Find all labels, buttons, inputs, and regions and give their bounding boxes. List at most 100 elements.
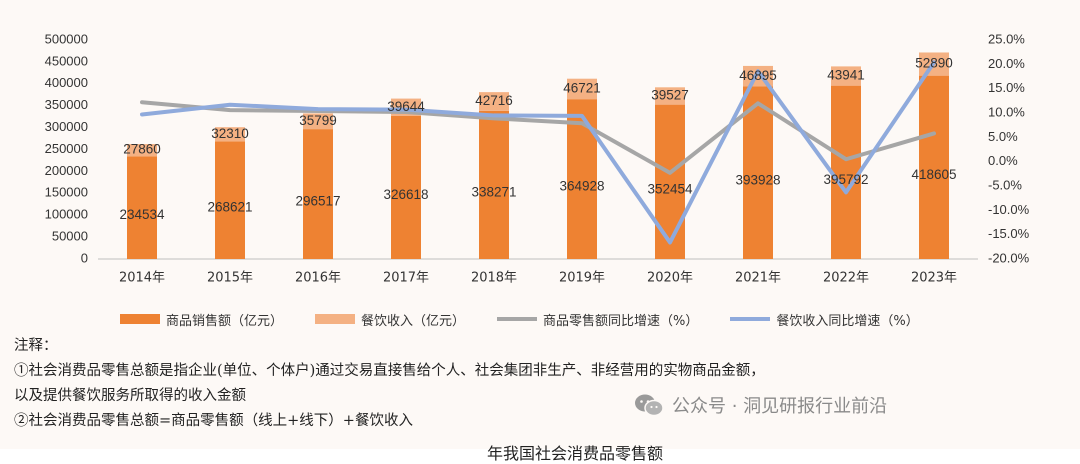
legend-item-goods-growth: 商品零售额同比增速（%） <box>497 310 698 329</box>
data-label-goods-sales: 338271 <box>471 184 516 199</box>
left-tick-label: 350000 <box>45 97 88 112</box>
left-tick-label: 150000 <box>45 185 88 200</box>
legend-label: 商品零售额同比增速（%） <box>543 313 699 329</box>
data-label-catering-income: 32310 <box>211 126 249 141</box>
x-tick-label: 2022年 <box>823 271 869 286</box>
right-tick-label: -10.0% <box>988 202 1030 217</box>
watermark-text: 公众号 · 洞见研报行业前沿 <box>672 396 888 417</box>
x-tick-label: 2020年 <box>647 271 693 286</box>
left-tick-label: 200000 <box>45 163 88 178</box>
bar-goods-sales <box>215 141 245 259</box>
right-tick-label: 5.0% <box>988 129 1018 144</box>
data-label-goods-sales: 352454 <box>647 181 693 196</box>
notes-line-3: ②社会消费品零售总额=商品零售额（线上+线下）+餐饮收入 <box>14 413 413 429</box>
bars <box>127 52 949 260</box>
right-axis: -20.0% -15.0% -10.0% -5.0% 0.0% 5.0% 10.0% 15.0… <box>988 31 1030 265</box>
data-labels: 234534 27860 268621 32310 296517 35799 326618 3… <box>119 56 956 223</box>
x-tick-label: 2021年 <box>735 271 781 286</box>
figure-caption: 年我国社会消费品零售额 <box>487 444 664 463</box>
bar-catering-income <box>479 92 509 111</box>
right-tick-label: 0.0% <box>988 153 1018 168</box>
watermark: 公众号 · 洞见研报行业前沿 <box>634 392 887 418</box>
legend-line <box>497 317 538 321</box>
x-axis: 2014年 2015年 2016年 2017年 2018年 2019年 2020年 2021年… <box>119 271 957 286</box>
bar-goods-sales <box>743 86 773 259</box>
x-tick-label: 2014年 <box>119 271 165 286</box>
line-goods-growth <box>140 100 936 175</box>
data-label-catering-income: 43941 <box>827 68 865 83</box>
bar-goods-sales <box>567 99 597 260</box>
x-tick-label: 2015年 <box>207 271 253 286</box>
right-tick-label: 20.0% <box>988 56 1025 71</box>
wechat-icon <box>635 394 664 417</box>
left-tick-label: 400000 <box>45 75 88 90</box>
legend: 商品销售额（亿元） 餐饮收入（亿元） 商品零售额同比增速（%） 餐饮收入同比增速… <box>120 307 1020 331</box>
left-tick-label: 100000 <box>45 207 88 222</box>
legend-label: 商品销售额（亿元） <box>166 313 284 329</box>
x-tick-label: 2019年 <box>559 271 605 286</box>
left-tick-label: 0 <box>81 250 88 265</box>
notes-line-1: ①社会消费品零售总额是指企业(单位、个体户)通过交易直接售给个人、社会集团非生产… <box>14 363 765 379</box>
x-tick-label: 2018年 <box>471 271 517 286</box>
legend-swatch <box>315 314 356 324</box>
bar-catering-income <box>127 144 157 157</box>
bar-goods-sales <box>831 85 861 260</box>
data-label-catering-income: 42716 <box>475 93 513 108</box>
right-tick-label: -5.0% <box>988 177 1022 192</box>
data-label-goods-sales: 326618 <box>383 187 428 202</box>
bar-goods-sales <box>655 104 685 259</box>
notes: 注释： ①社会消费品零售总额是指企业(单位、个体户)通过交易直接售给个人、社会集… <box>14 334 1074 434</box>
left-tick-label: 300000 <box>45 119 88 134</box>
data-label-goods-sales: 395792 <box>823 172 868 187</box>
legend-item-catering-growth: 餐饮收入同比增速（%） <box>730 310 919 329</box>
data-label-catering-income: 39527 <box>651 88 689 103</box>
bar-goods-sales <box>127 156 157 259</box>
legend-swatch <box>120 314 160 324</box>
data-label-goods-sales: 296517 <box>295 194 340 209</box>
data-label-goods-sales: 418605 <box>911 167 956 182</box>
data-label-goods-sales: 393928 <box>735 172 780 187</box>
left-tick-label: 50000 <box>52 229 88 244</box>
chart: 0 50000 100000 150000 200000 250000 300000 3500… <box>45 31 1030 286</box>
right-tick-label: -20.0% <box>988 250 1030 265</box>
right-tick-label: 10.0% <box>988 104 1025 119</box>
bar-catering-income <box>215 127 245 142</box>
right-tick-label: -15.0% <box>988 226 1030 241</box>
lines <box>140 60 936 245</box>
legend-label: 餐饮收入（亿元） <box>361 313 466 329</box>
x-tick-label: 2016年 <box>295 271 341 286</box>
bar-catering-income <box>831 66 861 86</box>
notes-title: 注释： <box>14 338 58 354</box>
left-tick-label: 450000 <box>45 53 88 68</box>
data-label-goods-sales: 268621 <box>207 200 252 215</box>
data-label-catering-income: 39644 <box>387 99 425 114</box>
left-axis: 0 50000 100000 150000 200000 250000 300000 3500… <box>45 31 88 265</box>
bar-catering-income <box>655 87 685 105</box>
legend-line <box>730 317 771 321</box>
chart-page: 0 50000 100000 150000 200000 250000 300000 3500… <box>14 31 1074 463</box>
data-label-goods-sales: 364928 <box>559 179 604 194</box>
bar-catering-income <box>567 78 597 100</box>
bar-goods-sales <box>919 75 949 260</box>
bar-goods-sales <box>303 129 333 259</box>
bar-goods-sales <box>479 110 509 259</box>
notes-line-2: 以及提供餐饮服务所取得的收入金额 <box>14 388 246 404</box>
x-tick-label: 2017年 <box>383 271 429 286</box>
x-tick-label: 2023年 <box>911 271 957 286</box>
left-tick-label: 500000 <box>45 31 88 46</box>
data-label-goods-sales: 234534 <box>119 207 165 222</box>
bar-goods-sales <box>391 115 421 259</box>
legend-item-goods-sales: 商品销售额（亿元） <box>120 310 283 329</box>
right-tick-label: 25.0% <box>988 31 1025 46</box>
data-label-catering-income: 46895 <box>739 68 777 83</box>
left-tick-label: 250000 <box>45 141 88 156</box>
data-label-catering-income: 46721 <box>563 80 601 95</box>
data-label-catering-income: 52890 <box>915 56 953 71</box>
line-catering-growth <box>140 60 936 245</box>
data-label-catering-income: 35799 <box>299 113 337 128</box>
bar-catering-income <box>303 113 333 130</box>
data-label-catering-income: 27860 <box>123 142 161 157</box>
right-tick-label: 15.0% <box>988 80 1025 95</box>
legend-label: 餐饮收入同比增速（%） <box>776 313 919 329</box>
legend-item-catering-income: 餐饮收入（亿元） <box>315 310 465 329</box>
